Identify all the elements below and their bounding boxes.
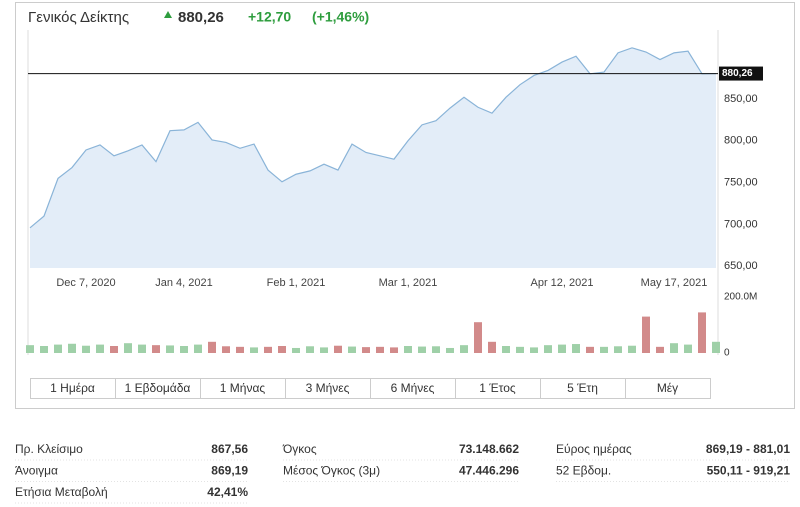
x-tick-label: May 17, 2021 — [641, 277, 708, 289]
volume-bar — [544, 345, 552, 353]
stat-value: 869,19 - 881,01 — [706, 442, 790, 456]
stat-value: 867,56 — [211, 442, 248, 456]
volume-bar — [236, 346, 244, 353]
y-tick-label: 850,00 — [724, 93, 758, 105]
range-label[interactable]: 3 Μήνες — [306, 381, 350, 395]
area — [30, 47, 716, 268]
stat-value: 47.446.296 — [459, 464, 519, 478]
volume-tick-label: 200.0M — [724, 292, 757, 303]
volume-bar — [320, 347, 328, 353]
range-label[interactable]: 5 Έτη — [567, 381, 598, 395]
x-tick-label: Mar 1, 2021 — [379, 277, 438, 289]
volume-bar — [614, 346, 622, 353]
y-tick-label: 750,00 — [724, 177, 758, 189]
x-tick-label: Jan 4, 2021 — [155, 277, 213, 289]
range-button[interactable] — [625, 378, 711, 399]
volume-bar — [404, 346, 412, 353]
up-arrow — [164, 11, 172, 18]
volume-bar — [628, 345, 636, 353]
volume-bar — [68, 343, 76, 353]
frame — [15, 2, 795, 409]
volume-bar — [432, 346, 440, 353]
volume-bar — [488, 341, 496, 353]
stat-value: 73.148.662 — [459, 442, 519, 456]
x-tick-label: Dec 7, 2020 — [56, 277, 115, 289]
title: Γενικός Δείκτης — [28, 9, 129, 26]
volume-bar — [82, 345, 90, 353]
volume-bar — [264, 346, 272, 353]
volume-bar — [418, 346, 426, 353]
volume-bar — [586, 346, 594, 353]
stat-label: Εύρος ημέρας — [556, 442, 632, 456]
last-price-box — [719, 66, 763, 81]
change-pct: (+1,46%) — [312, 9, 369, 25]
volume-bar — [306, 346, 314, 353]
volume-bar — [96, 344, 104, 353]
range-label[interactable]: Μέγ — [657, 381, 678, 395]
stat-value: 869,19 — [211, 464, 248, 478]
volume-bar — [278, 346, 286, 353]
volume-bar — [54, 344, 62, 353]
volume-bar — [530, 347, 538, 353]
volume-bar — [390, 347, 398, 353]
range-label[interactable]: 1 Ημέρα — [50, 381, 95, 395]
volume-bar — [208, 341, 216, 353]
volume-bar — [40, 346, 48, 353]
volume-bar — [446, 347, 454, 353]
price: 880,26 — [178, 9, 224, 26]
volume-bar — [698, 312, 706, 353]
volume-bar — [334, 345, 342, 353]
volume-bar — [348, 346, 356, 353]
volume-bar — [376, 346, 384, 353]
volume-bar — [250, 347, 258, 353]
stat-value: 42,41% — [207, 485, 248, 499]
stat-label: Μέσος Όγκος (3μ) — [283, 464, 380, 478]
stat-label: 52 Εβδομ. — [556, 464, 611, 478]
volume-bar — [572, 344, 580, 353]
volume-bar — [684, 344, 692, 353]
volume-bar — [558, 344, 566, 353]
last-price-label: 880,26 — [722, 68, 753, 79]
volume-bar — [600, 346, 608, 353]
volume-bar — [516, 346, 524, 353]
volume-bar — [362, 347, 370, 353]
volume-bar — [656, 346, 664, 353]
range-label[interactable]: 6 Μήνες — [391, 381, 435, 395]
volume-bar — [138, 344, 146, 353]
volume-bar — [26, 345, 34, 353]
volume-bar — [180, 346, 188, 353]
volume-bar — [642, 316, 650, 353]
volume-bar — [460, 345, 468, 353]
range-label[interactable]: 1 Έτος — [479, 381, 516, 395]
volume-bar — [110, 346, 118, 353]
y-tick-label: 650,00 — [724, 260, 758, 272]
x-tick-label: Apr 12, 2021 — [531, 277, 594, 289]
volume-bar — [222, 346, 230, 353]
volume-bar — [502, 346, 510, 353]
stat-label: Άνοιγμα — [15, 464, 58, 478]
stat-label: Όγκος — [282, 442, 317, 456]
y-tick-label: 700,00 — [724, 218, 758, 230]
volume-bar — [166, 345, 174, 353]
stat-label: Ετήσια Μεταβολή — [15, 485, 108, 499]
chart: Investing.com650,00700,00750,00800,00850… — [26, 30, 763, 359]
volume-bar — [124, 343, 132, 353]
volume-bar — [712, 341, 720, 353]
range-label[interactable]: 1 Εβδομάδα — [125, 381, 191, 395]
x-tick-label: Feb 1, 2021 — [267, 277, 326, 289]
volume-bar — [474, 322, 482, 353]
stat-value: 550,11 - 919,21 — [707, 464, 791, 478]
volume-bar — [194, 344, 202, 353]
stat-label: Πρ. Κλείσιμο — [15, 442, 83, 456]
volume-bar — [152, 345, 160, 353]
change: +12,70 — [248, 9, 291, 25]
volume-bar — [670, 343, 678, 353]
volume-tick-label: 0 — [724, 348, 730, 359]
volume-bar — [292, 347, 300, 353]
y-tick-label: 800,00 — [724, 135, 758, 147]
price-line — [29, 47, 717, 229]
range-label[interactable]: 1 Μήνας — [220, 381, 266, 395]
